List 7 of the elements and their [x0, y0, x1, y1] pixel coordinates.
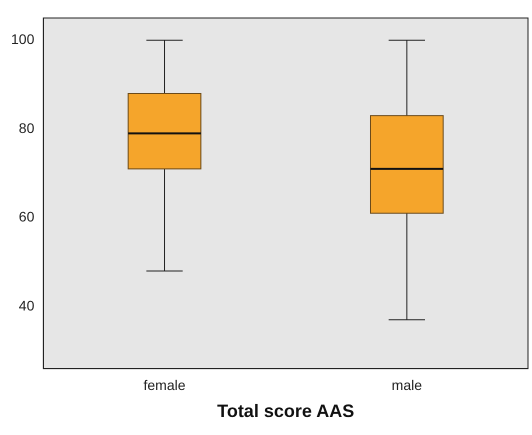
y-tick-label: 40 — [18, 297, 35, 314]
x-tick-label: female — [144, 376, 186, 393]
y-tick-label: 100 — [11, 31, 35, 48]
x-tick-label: male — [392, 376, 422, 393]
y-tick-label: 60 — [18, 208, 35, 225]
x-axis-title: Total score AAS — [217, 401, 354, 422]
y-tick-label: 80 — [18, 120, 35, 136]
